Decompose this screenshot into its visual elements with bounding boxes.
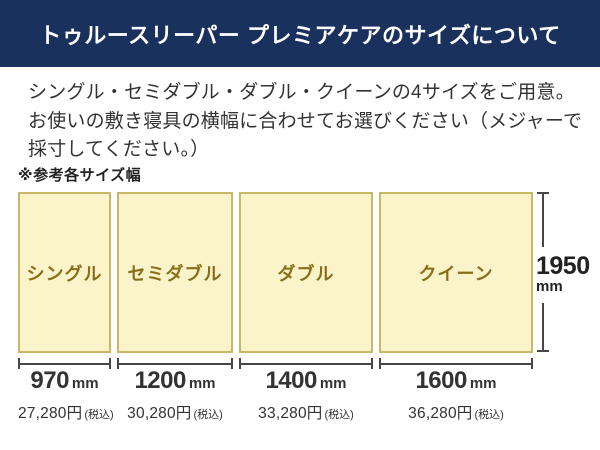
- width-unit: mm: [469, 375, 497, 392]
- price-double: 33,280円 (税込): [239, 401, 373, 423]
- height-dimension-cap-top: [537, 192, 549, 194]
- price-value: 33,280円: [258, 405, 323, 422]
- width-unit: mm: [188, 375, 216, 392]
- price-semidouble: 30,280円 (税込): [117, 401, 233, 423]
- intro-text: シングル・セミダブル・ダブル・クイーンの4サイズをご用意。 お使いの敷き寝具の横…: [28, 82, 583, 160]
- size-name-single: シングル: [26, 263, 103, 284]
- width-label-queen: 1600 mm: [379, 367, 533, 395]
- width-dimension-line-single: [18, 358, 111, 369]
- height-unit: mm: [536, 278, 563, 296]
- tax-included-note: (税込): [193, 409, 223, 421]
- price-value: 36,280円: [408, 405, 473, 422]
- width-label-single: 970 mm: [18, 367, 111, 395]
- header-bar: トゥルースリーパー プレミアケアのサイズについて: [0, 0, 600, 67]
- height-dimension-line-top: [542, 194, 544, 247]
- height-dimension-cap-bottom: [537, 350, 549, 352]
- dimension-line: [119, 362, 231, 365]
- tax-included-note: (税込): [474, 409, 504, 421]
- tax-included-note: (税込): [324, 409, 354, 421]
- width-dimension-line-double: [239, 358, 373, 369]
- size-name-double: ダブル: [277, 263, 335, 284]
- price-value: 30,280円: [127, 405, 192, 422]
- price-queen: 36,280円 (税込): [379, 401, 533, 423]
- width-label-semidouble: 1200 mm: [117, 367, 233, 395]
- price-value: 27,280円: [18, 405, 83, 422]
- dimension-line: [20, 362, 109, 365]
- width-dimension-line-queen: [379, 358, 533, 369]
- size-box-double: ダブル: [239, 192, 373, 353]
- tax-included-note: (税込): [84, 409, 114, 421]
- width-value: 1600: [415, 367, 467, 394]
- page-title: トゥルースリーパー プレミアケアのサイズについて: [39, 22, 561, 48]
- size-name-semidouble: セミダブル: [127, 263, 223, 284]
- width-label-double: 1400 mm: [239, 367, 373, 395]
- reference-size-label: ※参考各サイズ幅: [18, 167, 142, 184]
- width-value: 1400: [265, 367, 317, 394]
- size-name-queen: クイーン: [418, 263, 494, 284]
- dimension-line: [241, 362, 371, 365]
- size-box-semidouble: セミダブル: [117, 192, 233, 353]
- size-box-single: シングル: [18, 192, 111, 353]
- height-value: 1950: [536, 252, 590, 280]
- height-dimension-line-bottom: [542, 303, 544, 351]
- price-single: 27,280円 (税込): [18, 401, 114, 423]
- width-dimension-line-semidouble: [117, 358, 233, 369]
- size-box-queen: クイーン: [379, 192, 533, 353]
- width-unit: mm: [319, 375, 347, 392]
- dimension-line: [381, 362, 531, 365]
- height-label: 1950 mm: [536, 253, 600, 296]
- width-unit: mm: [71, 375, 99, 392]
- width-value: 970: [30, 367, 69, 394]
- width-value: 1200: [134, 367, 186, 394]
